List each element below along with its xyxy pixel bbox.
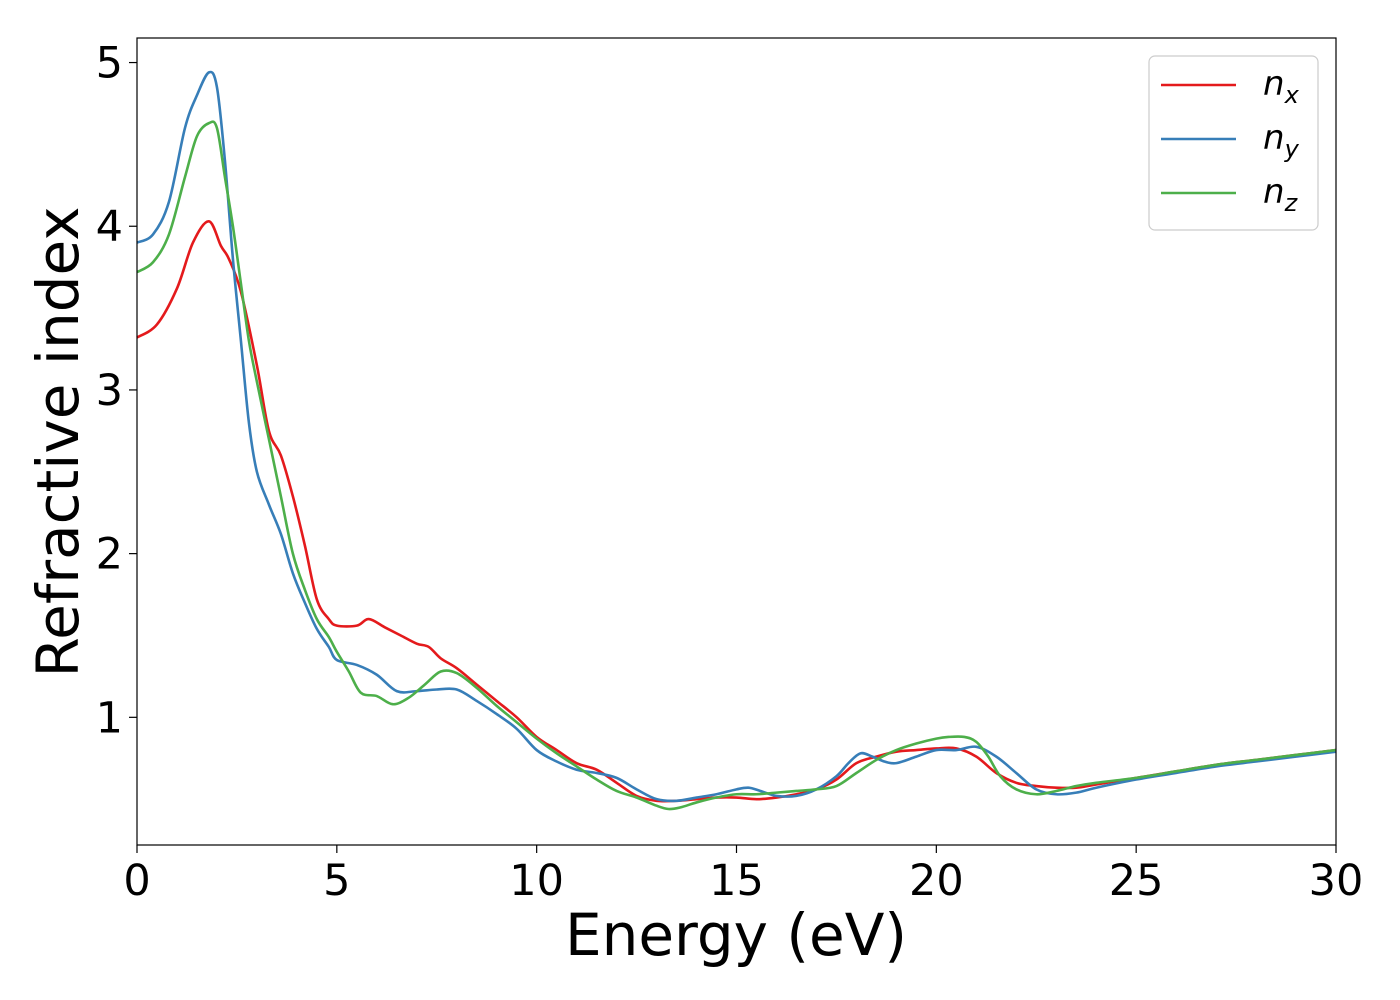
y-tick-label: 3 xyxy=(96,366,123,416)
series-line-ny xyxy=(136,70,1337,803)
y-tick-label: 2 xyxy=(96,530,123,580)
x-axis: 0 5 10 15 20 25 30 xyxy=(123,845,1363,906)
y-tick-label: 4 xyxy=(96,202,123,252)
x-tick-label: 30 xyxy=(1309,856,1364,906)
series-line-nz xyxy=(136,120,1337,811)
legend-box xyxy=(1148,55,1319,231)
legend-label: nx xyxy=(1263,64,1300,109)
x-tick-label: 0 xyxy=(123,856,150,906)
y-tick-label: 1 xyxy=(96,693,123,743)
x-tick-label: 15 xyxy=(709,856,764,906)
legend-label: ny xyxy=(1263,118,1300,163)
y-axis-title: Refractive index xyxy=(24,206,92,677)
y-tick-label: 5 xyxy=(96,39,123,89)
x-axis-title: Energy (eV) xyxy=(565,901,907,969)
y-axis: 1 2 3 4 5 xyxy=(96,39,137,743)
x-tick-label: 10 xyxy=(509,856,564,906)
x-tick-label: 5 xyxy=(323,856,350,906)
plot-area xyxy=(137,38,1336,845)
x-tick-label: 20 xyxy=(909,856,964,906)
legend: nx ny nz xyxy=(1148,55,1319,231)
series-layer xyxy=(136,70,1337,811)
legend-label: nz xyxy=(1263,172,1299,217)
x-tick-label: 25 xyxy=(1109,856,1164,906)
